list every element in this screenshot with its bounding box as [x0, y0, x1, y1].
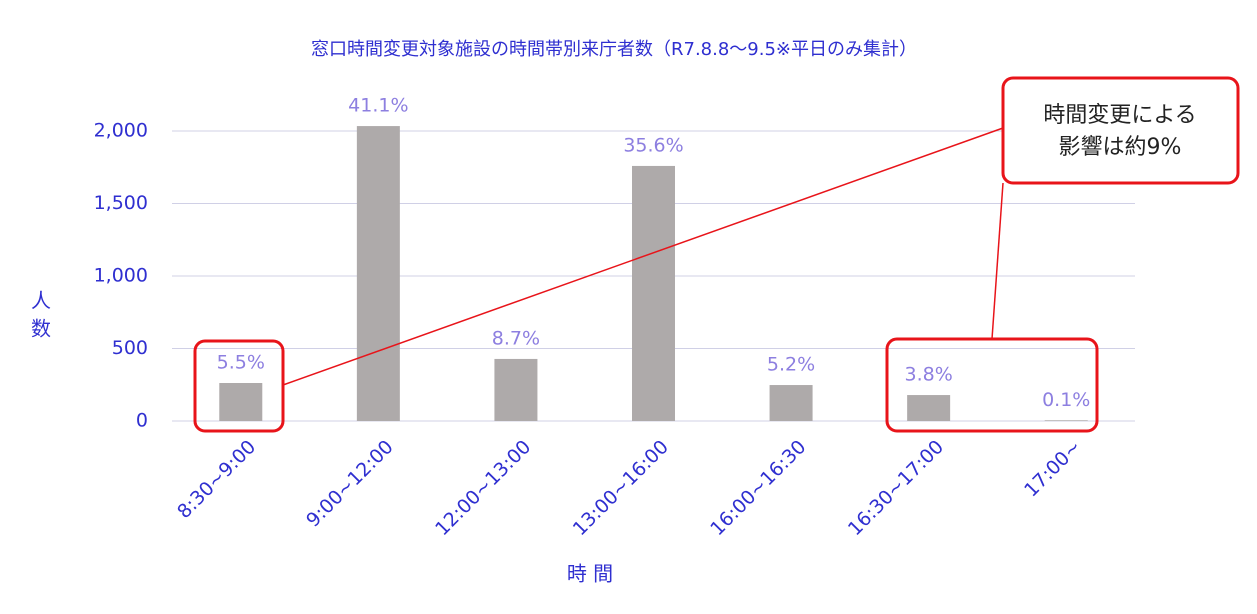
x-tick-label: 12:00~13:00: [431, 436, 535, 540]
bar: [907, 395, 951, 421]
bar: [356, 126, 400, 421]
x-tick-label: 16:00~16:30: [706, 436, 810, 540]
bar: [632, 165, 675, 421]
bar: [219, 383, 263, 421]
data-label: 0.1%: [1042, 389, 1090, 411]
data-label: 5.2%: [767, 354, 815, 376]
y-tick-label: 1,500: [94, 192, 148, 214]
x-tick-label: 13:00~16:00: [569, 436, 673, 540]
bar: [1044, 420, 1088, 421]
y-tick-label: 1,000: [94, 265, 148, 287]
chart-title: 窓口時間変更対象施設の時間帯別来庁者数（R7.8.8～9.5※平日のみ集計）: [311, 39, 917, 60]
callout-text: 時間変更による: [1043, 103, 1196, 128]
x-axis-label: 時 間: [567, 562, 613, 586]
y-axis-label: 人数: [28, 290, 52, 346]
callout-line: [991, 182, 1004, 340]
data-label: 35.6%: [623, 134, 683, 156]
bar: [769, 385, 813, 421]
data-label: 3.8%: [905, 364, 953, 386]
data-label: 8.7%: [492, 327, 540, 349]
x-tick-label: 17:00~: [1020, 436, 1086, 502]
callout-text: 影響は約9%: [1059, 135, 1182, 160]
data-label: 41.1%: [348, 95, 408, 117]
data-label: 5.5%: [217, 352, 265, 374]
highlight-box: [193, 339, 285, 433]
y-tick-label: 500: [112, 337, 148, 359]
x-tick-label: 9:00~12:00: [302, 436, 398, 532]
bar: [494, 358, 538, 421]
callout-line: [282, 127, 1004, 386]
annotation-shapes: [193, 76, 1240, 433]
callout-box: [1001, 76, 1240, 185]
y-tick-label: 0: [136, 410, 148, 432]
x-tick-label: 16:30~17:00: [844, 436, 948, 540]
x-tick-label: 8:30~9:00: [173, 436, 260, 523]
y-tick-label: 2,000: [94, 120, 148, 142]
